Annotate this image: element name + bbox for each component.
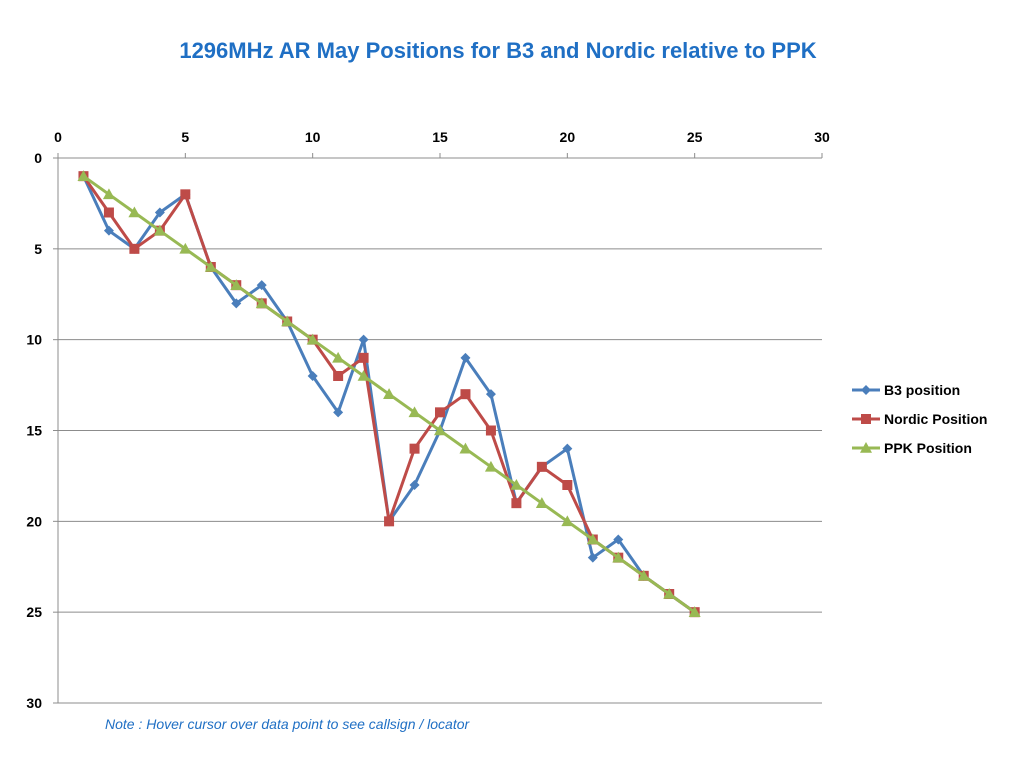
data-point-b3-position <box>409 480 420 490</box>
data-point-nordic-position <box>384 516 395 527</box>
x-tick-label: 5 <box>181 129 189 145</box>
hover-note: Note : Hover cursor over data point to s… <box>105 716 470 732</box>
data-point-b3-position <box>333 407 344 418</box>
data-point-ppk-position <box>561 515 574 527</box>
data-point-ppk-position <box>408 406 421 418</box>
data-point-ppk-position <box>77 170 90 181</box>
y-tick-label: 5 <box>34 241 42 257</box>
data-point-nordic-position <box>409 443 420 454</box>
legend-label-nordic-position: Nordic Position <box>884 411 987 427</box>
data-point-nordic-position <box>485 425 496 436</box>
data-point-nordic-position <box>129 243 140 254</box>
legend-marker-nordic-position <box>861 414 871 424</box>
y-tick-label: 30 <box>26 695 42 711</box>
data-point-ppk-position <box>586 533 599 545</box>
data-point-b3-position <box>307 371 318 381</box>
data-point-ppk-position <box>357 370 370 381</box>
data-point-ppk-position <box>637 569 650 581</box>
data-point-b3-position <box>460 352 471 363</box>
data-point-b3-position <box>485 389 496 400</box>
y-tick-label: 20 <box>26 513 42 529</box>
data-point-ppk-position <box>255 297 268 309</box>
x-tick-label: 10 <box>305 129 321 145</box>
data-point-ppk-position <box>332 351 345 363</box>
data-point-ppk-position <box>204 261 217 272</box>
y-tick-label: 10 <box>26 332 42 348</box>
data-point-ppk-position <box>383 388 396 399</box>
data-point-nordic-position <box>358 352 369 363</box>
data-point-b3-position <box>154 207 165 218</box>
data-point-b3-position <box>231 298 242 309</box>
data-point-b3-position <box>358 334 369 345</box>
legend-marker-b3-position <box>861 385 871 395</box>
data-point-nordic-position <box>562 480 573 490</box>
data-point-b3-position <box>562 443 573 454</box>
y-tick-label: 0 <box>34 150 42 166</box>
x-tick-label: 25 <box>687 129 703 145</box>
data-point-ppk-position <box>179 242 192 254</box>
x-tick-label: 20 <box>560 129 576 145</box>
chart-title: 1296MHz AR May Positions for B3 and Nord… <box>179 38 817 63</box>
data-point-nordic-position <box>511 498 522 509</box>
legend-label-b3-position: B3 position <box>884 382 960 398</box>
data-point-nordic-position <box>536 461 547 472</box>
x-tick-label: 15 <box>432 129 448 145</box>
data-point-ppk-position <box>688 606 701 617</box>
data-point-b3-position <box>613 534 624 545</box>
data-point-ppk-position <box>230 279 243 290</box>
data-point-ppk-position <box>128 206 141 218</box>
data-point-nordic-position <box>333 371 344 381</box>
data-point-ppk-position <box>612 551 625 563</box>
y-tick-label: 25 <box>26 604 42 620</box>
data-point-nordic-position <box>103 207 114 218</box>
x-tick-label: 0 <box>54 129 62 145</box>
data-point-ppk-position <box>306 333 319 345</box>
data-point-ppk-position <box>459 442 472 454</box>
data-point-ppk-position <box>663 588 676 599</box>
data-point-ppk-position <box>153 224 166 236</box>
data-point-ppk-position <box>434 424 446 436</box>
legend-label-ppk-position: PPK Position <box>884 440 972 456</box>
data-point-ppk-position <box>510 479 523 490</box>
data-point-nordic-position <box>460 389 471 400</box>
data-point-nordic-position <box>180 189 191 200</box>
legend-marker-ppk-position <box>860 442 872 453</box>
data-point-b3-position <box>103 225 114 236</box>
y-tick-label: 15 <box>26 423 42 439</box>
data-point-b3-position <box>587 552 598 563</box>
data-point-ppk-position <box>484 460 497 472</box>
data-point-ppk-position <box>535 497 548 508</box>
x-tick-label: 30 <box>814 129 830 145</box>
data-point-b3-position <box>256 280 267 291</box>
data-point-nordic-position <box>435 407 445 418</box>
data-point-ppk-position <box>102 188 115 200</box>
data-point-ppk-position <box>281 315 294 327</box>
